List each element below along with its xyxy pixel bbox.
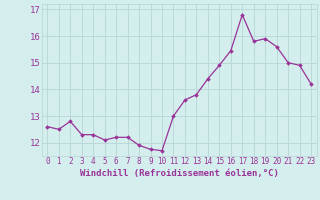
X-axis label: Windchill (Refroidissement éolien,°C): Windchill (Refroidissement éolien,°C) xyxy=(80,169,279,178)
